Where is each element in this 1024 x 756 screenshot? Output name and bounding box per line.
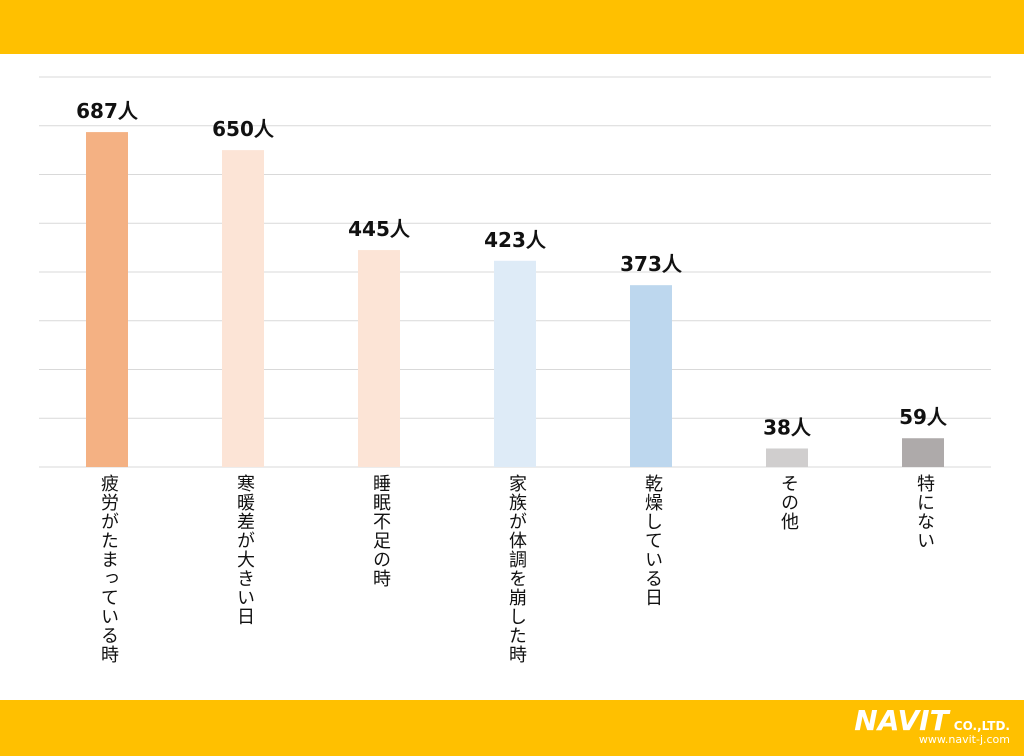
- value-label: 59人: [899, 405, 948, 429]
- value-label: 650人: [212, 117, 275, 141]
- bar: [902, 438, 944, 467]
- value-label: 687人: [76, 99, 139, 123]
- x-tick-label: 家族が体調を崩した時: [506, 474, 527, 664]
- x-tick-label: 寒暖差が大きい日: [234, 474, 255, 626]
- x-tick-label: 乾燥している日: [642, 474, 663, 607]
- logo: NAVIT CO.,LTD. www.navit-j.com: [854, 704, 1010, 746]
- value-label: 373人: [620, 252, 683, 276]
- logo-text: NAVIT: [854, 704, 949, 737]
- bar: [222, 150, 264, 467]
- value-label: 38人: [763, 415, 812, 439]
- chart: 687人 650人 445人 423人 373人 38人 59人: [39, 76, 991, 468]
- bar: [358, 250, 400, 467]
- value-label: 423人: [484, 228, 547, 252]
- bar: [630, 285, 672, 467]
- bar: [86, 132, 128, 467]
- value-label: 445人: [348, 217, 411, 241]
- company-text: CO.,LTD.: [953, 719, 1010, 733]
- x-tick-label: 特にない: [914, 474, 935, 550]
- x-tick-label: その他: [778, 474, 799, 531]
- x-tick-label: 睡眠不足の時: [370, 474, 391, 588]
- url-text: www.navit-j.com: [918, 733, 1010, 746]
- footer-band: NAVIT CO.,LTD. www.navit-j.com: [0, 700, 1024, 756]
- header-band: [0, 0, 1024, 54]
- bar: [494, 260, 536, 467]
- x-tick-label: 疲労がたまっている時: [98, 474, 119, 664]
- bar: [766, 448, 808, 467]
